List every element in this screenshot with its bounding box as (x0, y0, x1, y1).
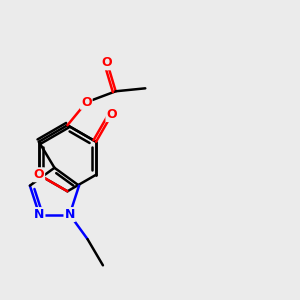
Text: N: N (34, 208, 44, 221)
Text: N: N (64, 208, 75, 221)
Text: O: O (81, 96, 92, 109)
Text: O: O (106, 108, 117, 121)
Text: O: O (34, 168, 44, 181)
Text: O: O (102, 56, 112, 69)
